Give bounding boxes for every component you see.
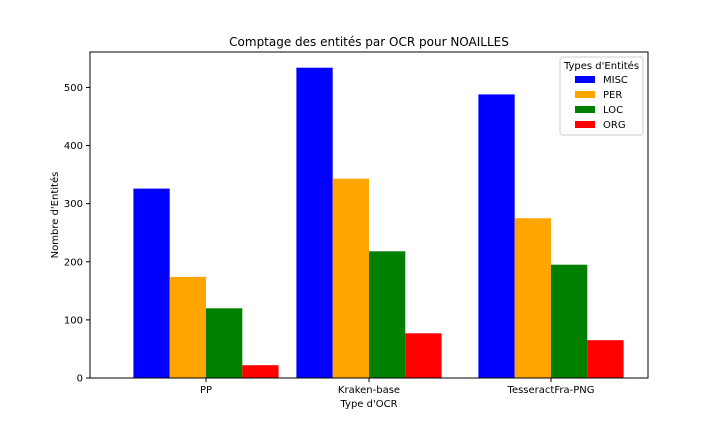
y-tick-label: 200 xyxy=(64,257,83,268)
bar-loc-tesseractfra-png xyxy=(551,264,588,378)
x-tick-label: Kraken-base xyxy=(338,385,400,396)
bar-org-tesseractfra-png xyxy=(587,340,624,378)
x-tick-label: PP xyxy=(200,385,212,396)
x-tick-label: TesseractFra-PNG xyxy=(507,385,595,396)
legend-label-misc: MISC xyxy=(603,75,628,86)
y-tick-label: 300 xyxy=(64,199,83,210)
bar-misc-pp xyxy=(133,188,170,378)
bars-group xyxy=(133,67,624,379)
legend-label-loc: LOC xyxy=(603,105,623,116)
y-tick-label: 0 xyxy=(77,374,83,385)
x-axis: PP Kraken-base TesseractFra-PNG xyxy=(200,378,595,396)
chart-title: Comptage des entités par OCR pour NOAILL… xyxy=(229,35,509,49)
bar-org-kraken-base xyxy=(405,333,442,378)
legend-swatch-loc xyxy=(575,106,595,113)
y-tick-label: 500 xyxy=(64,83,83,94)
bar-misc-tesseractfra-png xyxy=(478,94,515,379)
legend-swatch-misc xyxy=(575,76,595,83)
x-axis-label: Type d'OCR xyxy=(339,399,397,410)
bar-loc-kraken-base xyxy=(369,251,406,378)
legend-label-org: ORG xyxy=(603,120,626,131)
bar-org-pp xyxy=(242,365,279,378)
legend-label-per: PER xyxy=(603,90,622,101)
y-axis-label: Nombre d'Entités xyxy=(49,172,61,259)
legend-swatch-org xyxy=(575,121,595,128)
bar-misc-kraken-base xyxy=(296,67,333,378)
y-tick-label: 400 xyxy=(64,141,83,152)
legend-title: Types d'Entités xyxy=(563,60,639,72)
legend: Types d'Entités MISC PER LOC ORG xyxy=(559,56,644,136)
legend-swatch-per xyxy=(575,91,595,98)
y-axis: 0 100 200 300 400 500 xyxy=(64,83,90,385)
bar-loc-pp xyxy=(206,308,243,378)
bar-per-tesseractfra-png xyxy=(514,218,551,378)
bar-per-kraken-base xyxy=(332,178,369,378)
bar-per-pp xyxy=(169,276,206,378)
y-tick-label: 100 xyxy=(64,315,83,326)
